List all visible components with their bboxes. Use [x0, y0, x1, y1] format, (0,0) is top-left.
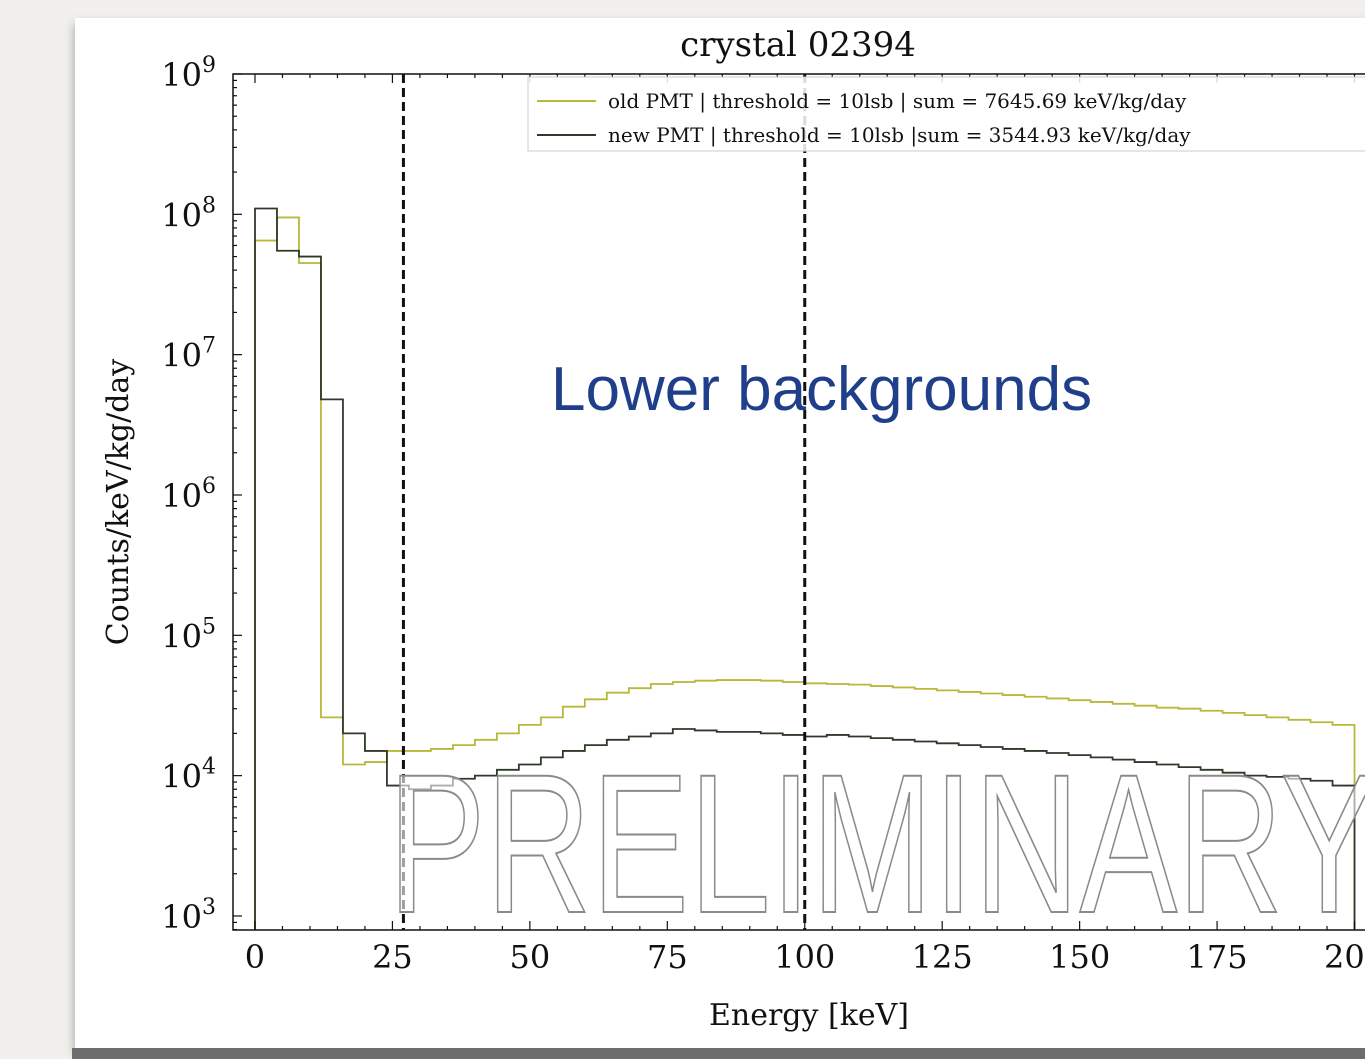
x-tick-label: 50 — [510, 938, 551, 976]
preliminary-watermark: PRELIMINARY — [388, 733, 1365, 954]
slide-card — [75, 18, 1365, 1048]
x-tick-label: 150 — [1049, 938, 1110, 976]
legend-box — [527, 76, 1365, 152]
x-tick-label: 200 — [1324, 938, 1365, 976]
x-tick-label: 75 — [647, 938, 688, 976]
y-tick-label: 107 — [161, 334, 216, 375]
y-tick-label: 104 — [161, 755, 216, 796]
y-tick-label: 106 — [161, 474, 216, 515]
y-tick-label: 108 — [161, 193, 216, 234]
x-tick-label: 175 — [1187, 938, 1248, 976]
slide-bottom-bar — [72, 1048, 1365, 1059]
x-tick-label: 25 — [372, 938, 413, 976]
x-axis-label: Energy [keV] — [709, 998, 909, 1033]
legend-label-new: new PMT | threshold = 10lsb |sum = 3544.… — [608, 123, 1191, 148]
y-tick-label: 103 — [161, 895, 216, 936]
chart-title: crystal 02394 — [680, 25, 916, 65]
series-0-line — [254, 216, 1356, 930]
annotation-lower-backgrounds: Lower backgrounds — [551, 355, 1092, 424]
y-tick-label: 109 — [161, 53, 216, 94]
y-tick-label: 105 — [161, 614, 216, 655]
x-tick-label: 0 — [245, 938, 265, 976]
y-axis-label: Counts/keV/kg/day — [101, 359, 136, 646]
legend-label-old: old PMT | threshold = 10lsb | sum = 7645… — [608, 89, 1187, 114]
legend: old PMT | threshold = 10lsb | sum = 7645… — [527, 76, 1365, 152]
x-tick-label: 125 — [912, 938, 973, 976]
x-tick-label: 100 — [774, 938, 835, 976]
